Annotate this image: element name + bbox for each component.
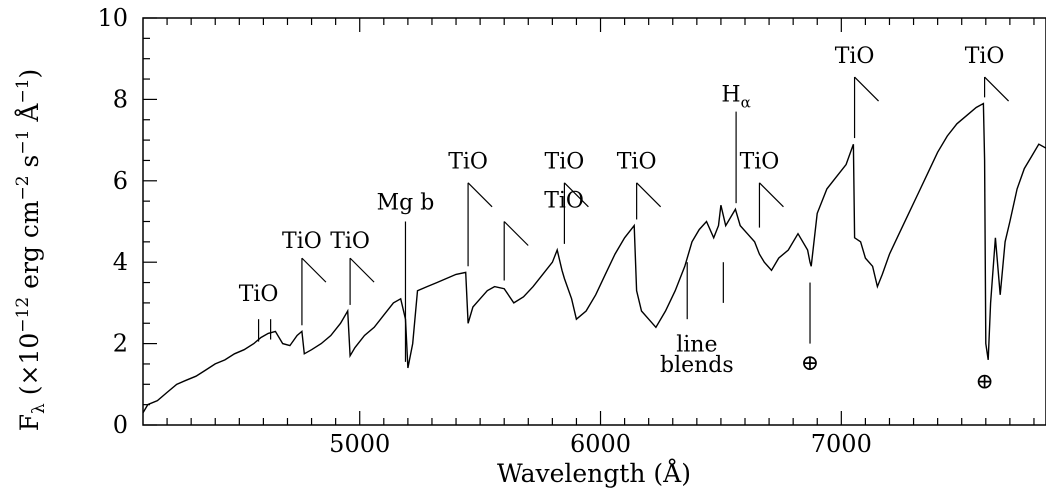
axis-ticks [143, 17, 1035, 426]
annotation-marker [503, 221, 529, 246]
annotation-label: TiO [239, 282, 279, 307]
annotation-label: TiO [545, 150, 585, 175]
y-tick-label: 8 [113, 85, 128, 113]
x-tick-label: 5000 [329, 430, 390, 458]
annotation-marker [301, 257, 327, 283]
annotation-marker [759, 182, 784, 208]
annotation-marker [984, 76, 1010, 102]
annotation-label: TiO [617, 150, 657, 175]
y-tick-label: 2 [113, 330, 128, 358]
annotation-label: TiO [835, 44, 875, 69]
annotation-label: ⊕ [801, 351, 819, 376]
annotation-marker [636, 182, 662, 208]
annotation-label: Mg b [377, 190, 435, 215]
annotation-marker [467, 182, 493, 208]
annotation-marker [563, 182, 589, 208]
tick-labels: 5000 6000 7000 0 2 4 6 8 10 [97, 4, 871, 458]
annotation-label: TiO [965, 44, 1005, 69]
plot-frame [142, 17, 1046, 426]
annotation-marker [349, 257, 375, 283]
y-tick-label: 4 [113, 248, 128, 276]
annotation-label: Hα [721, 82, 750, 111]
annotation-label: TiO [448, 150, 488, 175]
annotation-label: TiO [282, 229, 322, 254]
y-tick-label: 0 [113, 411, 128, 439]
annotation-label: blends [660, 353, 734, 378]
x-axis-title: Wavelength (Å) [497, 458, 691, 488]
annotation-label: TiO [740, 150, 780, 175]
spectrum-line [142, 102, 1046, 414]
x-tick-label: 7000 [811, 430, 872, 458]
annotation-label: TiO [330, 229, 370, 254]
x-tick-label: 6000 [570, 430, 631, 458]
y-tick-label: 6 [113, 167, 128, 195]
annotation-marker [854, 76, 879, 102]
annotation-label: line [676, 333, 717, 358]
annotation-label: ⊕ [975, 369, 993, 394]
y-axis-title: Fλ (×10−12 erg cm−2 s−1 Å−1) [13, 69, 49, 432]
y-tick-label: 10 [97, 4, 128, 32]
